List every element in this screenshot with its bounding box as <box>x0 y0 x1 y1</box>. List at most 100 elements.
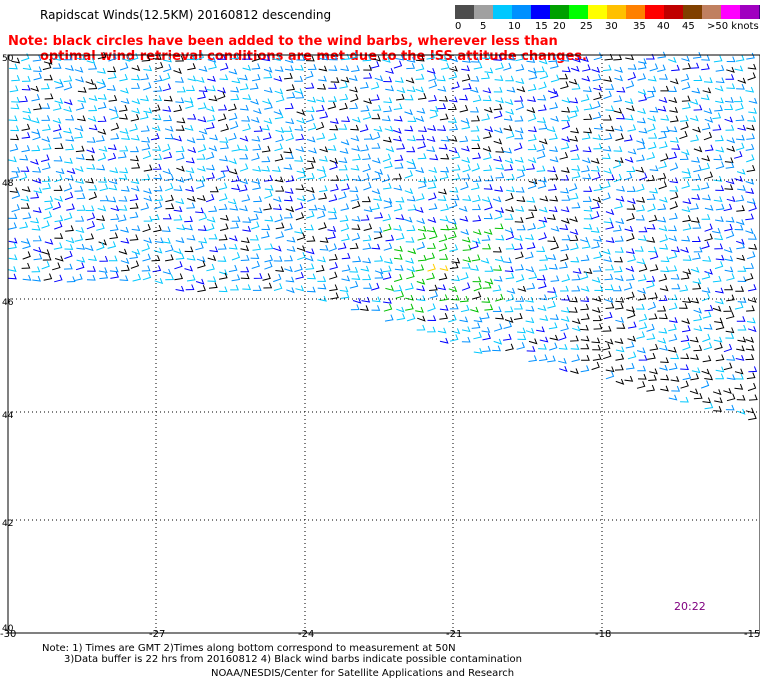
wind-barb <box>307 64 317 70</box>
wind-barb <box>638 226 648 233</box>
wind-barb <box>714 85 724 92</box>
wind-barb <box>593 323 603 330</box>
wind-barb <box>725 162 735 169</box>
wind-barb <box>539 195 549 202</box>
wind-barb <box>328 83 338 89</box>
wind-barb <box>416 241 426 250</box>
wind-barb <box>704 304 714 312</box>
wind-barb <box>119 104 128 112</box>
wind-barb <box>725 230 735 239</box>
wind-barb <box>737 124 747 131</box>
wind-barb <box>350 164 360 171</box>
wind-barb <box>580 324 589 331</box>
wind-barb <box>701 122 711 131</box>
wind-barb <box>121 264 130 272</box>
wind-barb <box>219 223 229 231</box>
wind-barb <box>42 254 52 261</box>
wind-barb <box>526 107 536 114</box>
wind-barb <box>681 55 690 62</box>
wind-barb <box>615 296 625 303</box>
wind-barb <box>162 143 171 153</box>
wind-barb <box>591 337 601 344</box>
wind-barb <box>462 236 471 243</box>
wind-barb <box>649 106 659 113</box>
wind-barb <box>703 342 713 351</box>
wind-barb <box>483 164 493 172</box>
wind-barb <box>472 215 482 222</box>
wind-barb <box>426 226 436 233</box>
wind-barb <box>297 171 307 180</box>
wind-barb <box>715 161 725 170</box>
pass-time-label: 20:22 <box>674 600 706 613</box>
wind-barb <box>217 256 227 262</box>
wind-barb <box>569 229 579 235</box>
wind-barb <box>165 274 175 281</box>
wind-barb <box>649 343 659 351</box>
wind-barb <box>339 148 349 154</box>
wind-barb <box>461 65 470 72</box>
wind-barb <box>21 75 31 82</box>
wind-barb <box>495 163 505 170</box>
wind-barb <box>264 261 273 270</box>
wind-barb <box>285 153 294 159</box>
wind-barb <box>647 123 656 132</box>
wind-barb <box>120 226 130 233</box>
wind-barb <box>605 302 615 309</box>
wind-barb <box>615 378 625 385</box>
wind-barb <box>615 353 625 361</box>
wind-barb <box>514 115 524 122</box>
wind-barb <box>30 159 39 166</box>
wind-barb <box>493 156 503 162</box>
wind-barb <box>460 118 470 125</box>
wind-barb <box>713 336 723 343</box>
wind-barb <box>283 147 293 154</box>
wind-barb <box>107 72 117 80</box>
wind-barb <box>152 145 162 151</box>
wind-barb <box>108 178 118 185</box>
wind-barb <box>131 98 141 105</box>
wind-barb <box>657 216 667 223</box>
wind-barb <box>484 175 494 182</box>
wind-barb <box>330 292 339 300</box>
wind-barb <box>21 186 31 193</box>
wind-barb <box>702 397 712 404</box>
wind-barb <box>88 124 98 131</box>
wind-barb <box>560 244 570 252</box>
wind-barb <box>735 54 745 62</box>
wind-barb <box>690 354 699 361</box>
wind-barb <box>680 115 689 122</box>
wind-barb <box>549 195 559 202</box>
colorbar-label: 25 <box>580 21 593 32</box>
wind-barb <box>440 166 450 173</box>
wind-barb <box>54 195 63 202</box>
wind-barb <box>363 64 373 71</box>
wind-barb <box>9 143 19 152</box>
wind-barb <box>131 162 141 169</box>
wind-barb <box>746 165 756 172</box>
wind-barb <box>657 305 667 312</box>
wind-barb <box>682 63 692 70</box>
wind-barb <box>76 243 86 250</box>
wind-barb <box>724 184 734 190</box>
wind-barb <box>284 266 293 273</box>
wind-barb <box>19 221 29 229</box>
wind-barb <box>704 233 713 242</box>
wind-barb <box>65 144 75 151</box>
wind-barb <box>715 287 724 294</box>
wind-barb <box>539 336 549 343</box>
wind-barb <box>470 306 479 313</box>
wind-barb <box>239 145 249 152</box>
wind-barb <box>415 207 424 214</box>
wind-barb <box>52 55 62 62</box>
wind-barb <box>493 55 503 61</box>
wind-barb <box>186 137 196 144</box>
wind-barb <box>723 362 733 371</box>
wind-barb <box>515 53 524 62</box>
wind-barb <box>109 167 119 174</box>
wind-barb <box>593 143 603 150</box>
wind-barb <box>747 382 757 392</box>
wind-barb <box>737 185 746 191</box>
wind-barb <box>262 132 272 140</box>
wind-barb <box>394 245 403 252</box>
wind-barb <box>482 146 492 153</box>
